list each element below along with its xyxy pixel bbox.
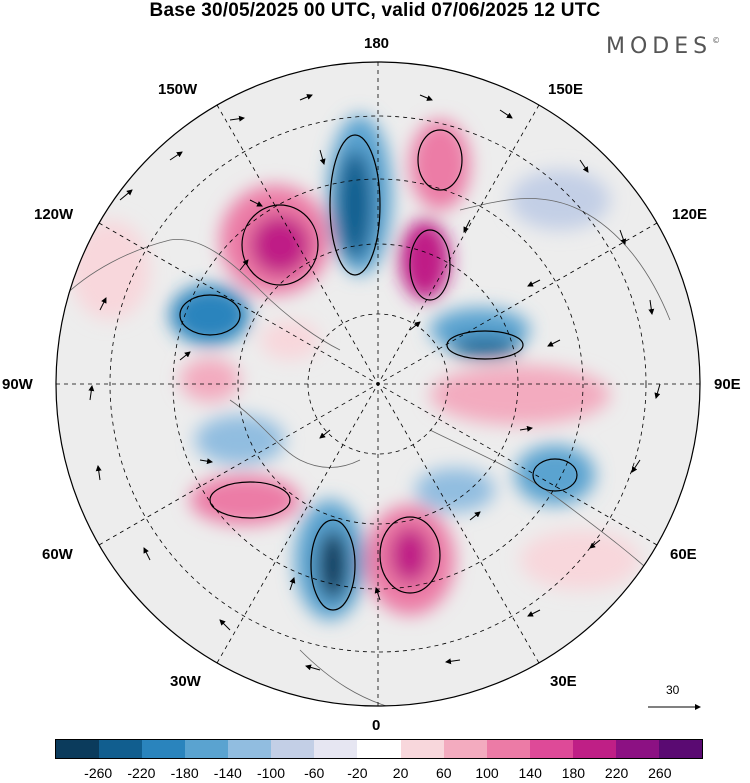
colorbar-swatch — [443, 740, 487, 758]
lon-label-bottom-left: 30W — [170, 673, 201, 690]
lon-label-left: 90W — [2, 376, 33, 393]
colorbar-tick-label: -60 — [304, 765, 325, 781]
colorbar-tick-label: 260 — [648, 765, 672, 781]
lon-label-top-left: 150W — [158, 81, 198, 98]
lon-label-top-right: 150E — [548, 81, 584, 98]
colorbar-tick-label: -180 — [170, 765, 199, 781]
colorbar-swatch — [142, 740, 186, 758]
colorbar-tick-label: -100 — [256, 765, 286, 781]
colorbar-swatch — [314, 740, 358, 758]
colorbar-ticks: -260 -220 -180 -140 -100 -60 -20 20 60 100 140 180 2… — [55, 765, 703, 783]
colorbar-tick-label: 60 — [436, 765, 452, 781]
contours — [179, 129, 578, 611]
map-boundary — [55, 61, 701, 707]
colorbar-tick-label: 20 — [392, 765, 409, 781]
colorbar-swatch — [228, 740, 272, 758]
lon-label-right: 90E — [714, 376, 741, 393]
coastlines — [59, 198, 671, 706]
colorbar-tick-label: -220 — [127, 765, 156, 781]
colorbar — [55, 739, 703, 759]
map-title: Base 30/05/2025 00 UTC, valid 07/06/2025… — [149, 0, 601, 21]
colorbar-tick-label: -20 — [347, 765, 368, 781]
wind-vectors — [88, 94, 661, 671]
colorbar-tick-label: 220 — [604, 765, 629, 781]
colorbar-swatch — [658, 740, 702, 758]
graticule — [56, 62, 700, 706]
colorbar-swatch — [529, 740, 573, 758]
colorbar-tick-label: -260 — [84, 765, 113, 781]
colorbar-swatch — [185, 740, 229, 758]
brand-logo: MODES© — [606, 34, 721, 59]
reference-vector-label: 30 — [666, 683, 680, 697]
lon-label-bottom-right: 30E — [550, 673, 577, 690]
lon-label-bottom: 0 — [372, 717, 381, 734]
colorbar-tick-label: -140 — [213, 765, 242, 781]
colorbar-tick-label: 180 — [561, 765, 586, 781]
colorbar-swatch — [357, 740, 401, 758]
colorbar-tick-label: 140 — [518, 765, 542, 781]
lon-label-lower-left: 60W — [42, 546, 73, 563]
lon-label-upper-left: 120W — [34, 206, 74, 223]
colorbar-tick-label: 100 — [475, 765, 499, 781]
colorbar-swatch — [271, 740, 315, 758]
colorbar-swatch — [572, 740, 616, 758]
colorbar-swatch — [99, 740, 143, 758]
colorbar-swatch — [615, 740, 659, 758]
lon-label-upper-right: 120E — [672, 206, 708, 223]
colorbar-swatch — [400, 740, 444, 758]
colorbar-swatch — [56, 740, 100, 758]
lon-label-lower-right: 60E — [670, 546, 697, 563]
colorbar-swatch — [486, 740, 530, 758]
lon-label-top: 180 — [364, 35, 390, 52]
